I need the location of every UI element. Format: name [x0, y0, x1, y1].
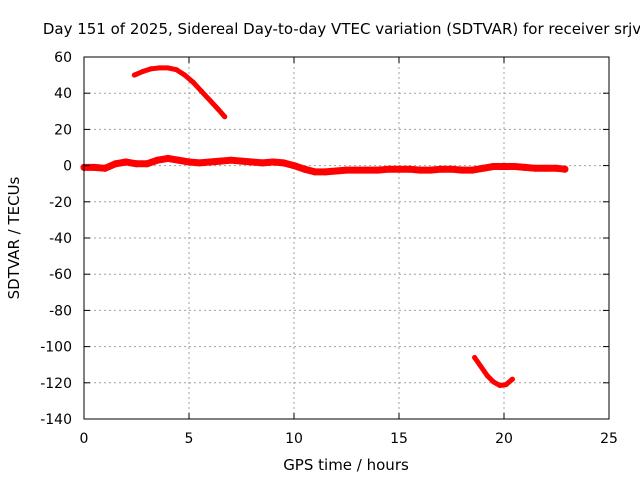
- data-point: [478, 364, 484, 369]
- data-point: [206, 158, 214, 166]
- data-point: [157, 65, 163, 71]
- data-point: [385, 165, 392, 173]
- y-tick-label: -80: [49, 303, 72, 319]
- x-tick-label: 10: [285, 431, 303, 447]
- data-point: [322, 168, 329, 176]
- data-point: [207, 97, 213, 103]
- x-tick-label: 15: [390, 431, 408, 447]
- data-point: [332, 167, 340, 175]
- data-point: [553, 164, 560, 172]
- data-point: [532, 164, 539, 172]
- data-point: [458, 166, 466, 174]
- x-tick-label: 5: [185, 431, 194, 447]
- data-point: [484, 373, 490, 379]
- data-point: [122, 158, 130, 166]
- y-tick-label: -20: [49, 195, 72, 211]
- y-tick-label: 60: [54, 50, 72, 66]
- data-point: [511, 163, 518, 170]
- data-point: [182, 72, 188, 78]
- data-point: [173, 67, 179, 73]
- data-point: [112, 160, 119, 168]
- y-tick-labels: -140 -120 -100 -80 -60 -40 -20 0 20 40 60: [40, 50, 72, 428]
- data-point: [248, 158, 256, 166]
- x-axis-label: GPS time / hours: [283, 456, 409, 474]
- data-point: [521, 163, 529, 171]
- data-point: [165, 65, 171, 71]
- y-axis-label: SDTVAR / TECUs: [5, 176, 23, 299]
- data-point: [133, 160, 140, 168]
- data-point: [479, 164, 487, 172]
- data-point: [131, 72, 137, 78]
- data-point: [259, 159, 266, 167]
- data-point: [497, 383, 503, 388]
- data-point: [227, 156, 235, 164]
- data-point: [301, 165, 308, 173]
- data-point: [472, 355, 478, 360]
- x-tick-label: 0: [80, 431, 89, 447]
- y-tick-label: -140: [40, 412, 72, 428]
- data-point: [222, 114, 228, 120]
- data-point: [148, 66, 154, 72]
- y-tick-label: -60: [49, 267, 72, 283]
- data-point: [448, 165, 455, 173]
- y-tick-label: 20: [54, 122, 72, 138]
- chart-title: Day 151 of 2025, Sidereal Day-to-day VTE…: [43, 20, 640, 38]
- data-point: [374, 166, 382, 174]
- data-point: [509, 376, 515, 382]
- data-point: [290, 162, 298, 170]
- data-point: [406, 165, 413, 173]
- x-tick-label: 25: [600, 431, 618, 447]
- data-point: [490, 163, 497, 170]
- data-point: [199, 88, 205, 94]
- data-point: [343, 166, 350, 174]
- data-point: [101, 164, 109, 172]
- x-tick-labels: 0 5 10 15 20 25: [80, 431, 618, 447]
- y-tick-label: 40: [54, 86, 72, 102]
- data-point: [416, 166, 424, 174]
- data-point: [427, 166, 434, 174]
- y-tick-label: -100: [40, 340, 72, 356]
- data-point: [280, 159, 287, 167]
- data-point: [190, 79, 196, 85]
- data-point: [500, 163, 508, 170]
- data-point: [140, 69, 146, 74]
- data-point: [269, 158, 277, 166]
- x-tick-label: 20: [495, 431, 513, 447]
- y-tick-label: -120: [40, 376, 72, 392]
- data-point: [469, 166, 476, 174]
- data-point: [196, 159, 203, 167]
- data-point: [311, 168, 319, 176]
- y-tick-label: 0: [63, 159, 72, 175]
- data-point: [215, 107, 221, 112]
- grid-lines: [84, 57, 609, 419]
- data-point: [154, 156, 161, 164]
- data-point: [364, 166, 371, 174]
- data-point: [437, 165, 445, 173]
- data-point: [185, 158, 193, 166]
- axis-ticks: [83, 56, 610, 420]
- data-point: [164, 154, 172, 162]
- data-series: [80, 65, 569, 388]
- data-point: [143, 160, 151, 168]
- data-point: [561, 165, 569, 173]
- y-tick-label: -40: [49, 231, 72, 247]
- data-point: [91, 163, 98, 171]
- data-point: [491, 379, 496, 385]
- data-point: [353, 166, 361, 174]
- data-point: [503, 382, 509, 388]
- series-upper-arc: [131, 65, 228, 120]
- data-point: [542, 164, 550, 172]
- data-point: [238, 157, 245, 165]
- data-point: [217, 157, 224, 165]
- data-point: [395, 165, 403, 173]
- data-point: [175, 156, 182, 164]
